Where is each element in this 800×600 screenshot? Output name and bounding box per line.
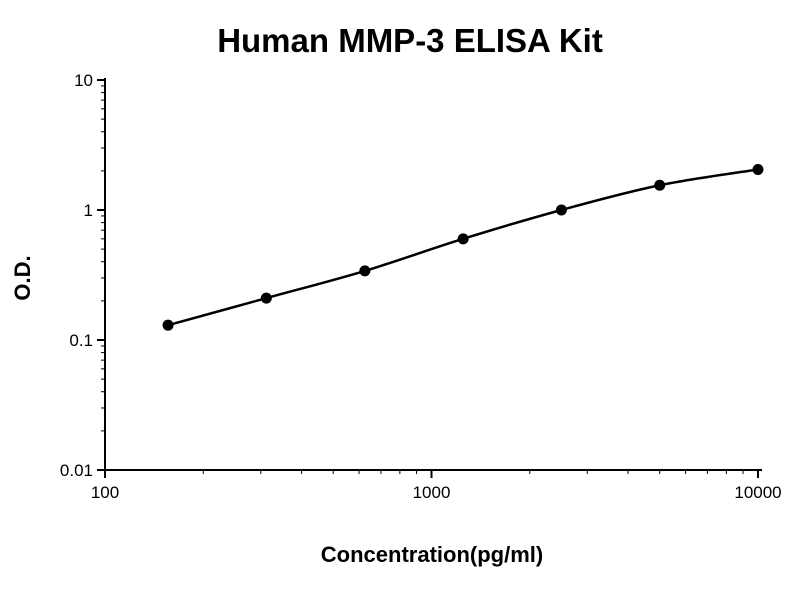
standard-curve-line xyxy=(167,168,759,327)
data-point-marker xyxy=(162,319,174,331)
data-point-marker xyxy=(457,233,469,245)
y-tick-label: 1 xyxy=(84,201,93,220)
data-point-marker xyxy=(654,179,666,191)
y-tick-label: 10 xyxy=(74,71,93,90)
y-axis-label: O.D. xyxy=(10,255,35,300)
chart-plot-area: 10 1 0.1 0.01 100 1000 10000 xyxy=(60,71,782,502)
y-tick-label: 0.01 xyxy=(60,461,93,480)
data-point-marker xyxy=(260,292,272,304)
y-tick-label: 0.1 xyxy=(69,331,93,350)
x-tick-label: 10000 xyxy=(734,483,781,502)
data-point-marker xyxy=(752,163,764,175)
data-point-marker xyxy=(359,265,371,277)
chart-title: Human MMP-3 ELISA Kit xyxy=(217,22,603,59)
x-axis-label: Concentration(pg/ml) xyxy=(321,542,543,567)
data-point-marker xyxy=(555,204,567,216)
x-tick-label: 1000 xyxy=(413,483,451,502)
x-tick-label: 100 xyxy=(91,483,119,502)
